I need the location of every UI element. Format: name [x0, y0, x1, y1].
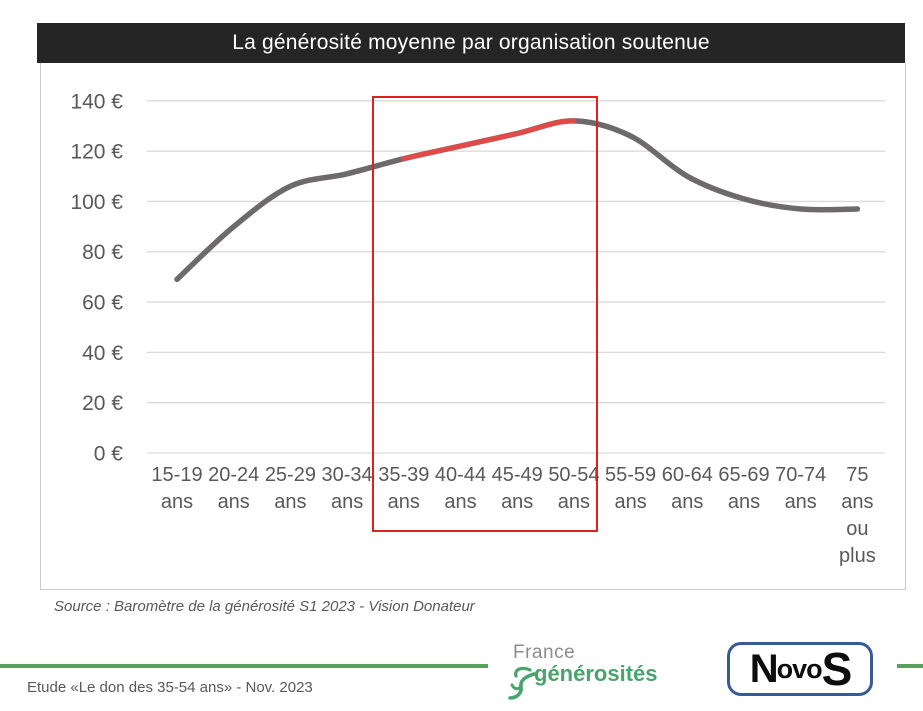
x-tick-label: 30-34 ans — [322, 464, 373, 513]
highlight-box — [372, 96, 598, 532]
leaping-figure-icon — [508, 666, 536, 700]
novos-letter-n: N — [749, 647, 779, 691]
y-tick-label: 40 € — [82, 342, 123, 365]
highlight-segment — [401, 118, 577, 162]
x-tick-label: 60-64 ans — [662, 464, 713, 513]
france-generosites-line2: générosités — [534, 661, 658, 686]
x-tick-label: 45-49 ans — [492, 464, 543, 513]
x-tick-label: 40-44 ans — [435, 464, 486, 513]
france-generosites-line1: France — [513, 642, 576, 663]
y-tick-label: 100 € — [70, 191, 123, 214]
x-tick-label: 15-19 ans — [151, 464, 202, 513]
france-generosites-logo: France générosités — [506, 641, 706, 703]
x-tick-label: 70-74 ans — [775, 464, 826, 513]
chart-title-bar: La générosité moyenne par organisation s… — [37, 23, 905, 63]
x-tick-label: 35-39 ans — [378, 464, 429, 513]
x-tick-label: 55-59 ans — [605, 464, 656, 513]
x-tick-label: 20-24 ans — [208, 464, 259, 513]
chart-area: 0 € 20 € 40 € 60 € 80 € 100 € 120 € 140 € 15-19 a… — [40, 63, 906, 590]
y-tick-label: 80 € — [82, 241, 123, 264]
y-tick-label: 140 € — [70, 90, 123, 113]
footer-rule-right — [897, 664, 923, 668]
chart-title: La générosité moyenne par organisation s… — [232, 31, 710, 54]
y-tick-label: 120 € — [70, 141, 123, 164]
x-tick-label: 65-69 ans — [718, 464, 769, 513]
series-line — [174, 118, 861, 283]
x-tick-label: 25-29 ans — [265, 464, 316, 513]
novos-letter-s: S — [821, 643, 853, 695]
y-tick-label: 60 € — [82, 292, 123, 315]
footer-rule-left — [0, 664, 488, 668]
x-tick-label: 50-54 ans — [548, 464, 599, 513]
y-tick-label: 0 € — [94, 443, 124, 466]
x-tick-label: 75 ans ou plus — [839, 464, 876, 567]
source-caption: Source : Baromètre de la générosité S1 2… — [54, 598, 475, 615]
line-chart: 0 € 20 € 40 € 60 € 80 € 100 € 120 € 140 € 15-19 a… — [70, 90, 885, 567]
novos-logo: N ovo S — [727, 642, 873, 696]
y-tick-label: 20 € — [82, 392, 123, 415]
study-footer-note: Etude «Le don des 35-54 ans» - Nov. 2023 — [27, 679, 313, 696]
novos-letters-ovo: ovo — [776, 653, 823, 684]
